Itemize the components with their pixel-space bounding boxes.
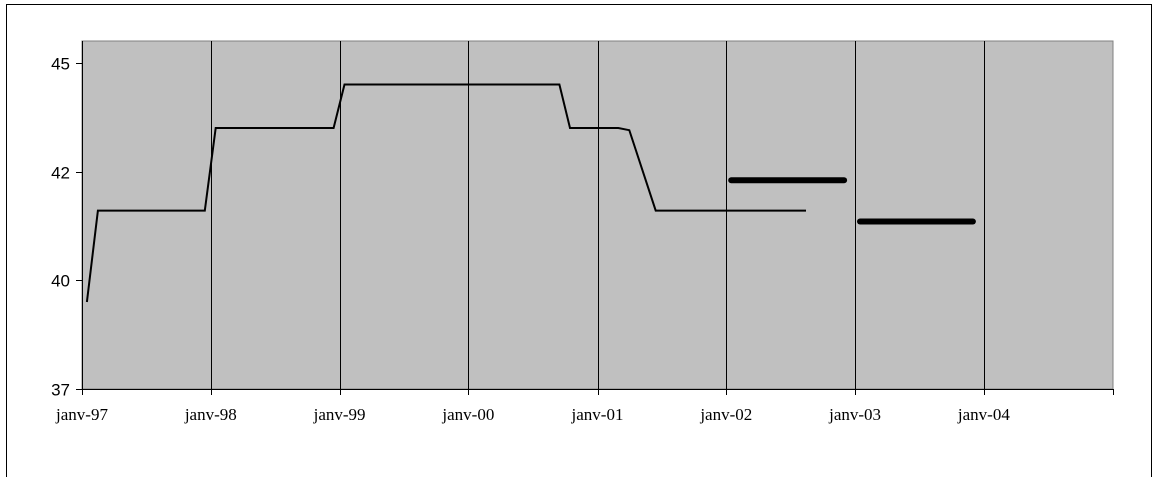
x-tick-label: janv-00	[441, 405, 494, 424]
axes	[82, 41, 1113, 390]
series-group	[85, 83, 976, 303]
x-tick-label: janv-97	[55, 405, 108, 424]
y-tick-label: 37	[51, 381, 70, 400]
plot-area	[81, 40, 1114, 390]
x-tick-label: janv-02	[699, 405, 752, 424]
x-tick-label: janv-04	[957, 405, 1010, 424]
series-line-1	[85, 83, 806, 303]
y-tick-labels: 37 40 42 45	[51, 55, 82, 400]
chart-frame	[6, 4, 1152, 477]
x-tick-label: janv-98	[184, 405, 237, 424]
x-tick-label: janv-01	[571, 405, 624, 424]
y-tick-label: 42	[51, 164, 70, 183]
x-tick-labels: janv-97 janv-98 janv-99 janv-00 janv-01 janv-…	[55, 389, 1114, 424]
y-tick-label: 40	[51, 272, 70, 291]
x-tick-label: janv-99	[313, 405, 366, 424]
y-tick-label: 45	[51, 55, 70, 74]
x-tick-label: janv-03	[828, 405, 881, 424]
